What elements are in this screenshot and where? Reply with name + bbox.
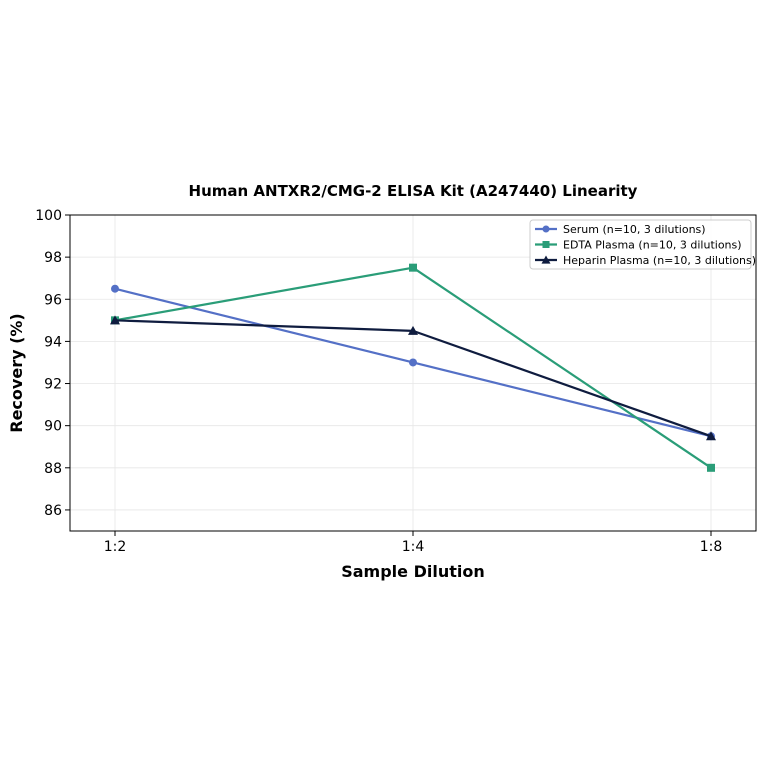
x-tick-label: 1:8: [700, 539, 723, 555]
chart-title: Human ANTXR2/CMG-2 ELISA Kit (A247440) L…: [189, 182, 638, 200]
legend-marker: [541, 255, 551, 264]
legend: Serum (n=10, 3 dilutions) EDTA Plasma (n=…: [529, 219, 756, 270]
data-point: [408, 325, 418, 335]
y-tick-label: 96: [44, 292, 62, 308]
legend-marker: [542, 225, 550, 233]
axis-ticks: 86 88 90 92 94 96 98 100 1:2 1:4 1:8: [35, 208, 722, 555]
series-layer: [110, 263, 716, 472]
legend-marker: [542, 241, 550, 248]
y-tick-label: 90: [44, 419, 62, 435]
x-tick-label: 1:2: [104, 539, 127, 555]
legend-entry: Serum (n=10, 3 dilutions): [563, 223, 706, 236]
series-3: [110, 315, 716, 441]
y-tick-label: 100: [35, 208, 62, 224]
y-tick-label: 88: [44, 461, 62, 477]
data-point: [706, 431, 716, 441]
legend-box: [529, 219, 752, 270]
data-point: [111, 284, 119, 293]
x-axis-label: Sample Dilution: [341, 562, 485, 581]
y-tick-label: 86: [44, 503, 62, 519]
data-point: [110, 315, 120, 325]
y-tick-label: 98: [44, 250, 62, 266]
data-point: [409, 263, 417, 272]
data-point: [409, 358, 417, 367]
x-tick-label: 1:4: [402, 539, 425, 555]
y-tick-label: 94: [44, 334, 62, 350]
y-axis-label: Recovery (%): [7, 313, 26, 432]
data-point: [707, 463, 715, 472]
legend-entry: Heparin Plasma (n=10, 3 dilutions): [563, 254, 756, 267]
legend-entry: EDTA Plasma (n=10, 3 dilutions): [563, 239, 742, 252]
y-tick-label: 92: [44, 377, 62, 393]
